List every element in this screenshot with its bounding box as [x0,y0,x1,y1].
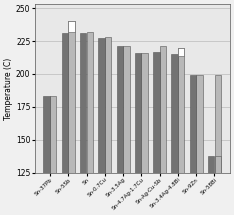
Bar [62,33,68,173]
Bar [135,53,141,173]
Bar [215,156,221,173]
Bar [172,54,178,173]
Bar [196,75,203,173]
Bar [160,46,166,173]
Bar [117,46,123,173]
Bar [68,21,75,32]
Bar [68,21,75,173]
Bar [153,52,160,173]
Bar [87,32,93,173]
Y-axis label: Temperature (C): Temperature (C) [4,57,13,120]
Bar [208,156,214,173]
Bar [178,48,184,55]
Bar [105,37,111,173]
Bar [215,75,221,173]
Bar [80,33,86,173]
Bar [178,48,184,173]
Bar [50,96,56,173]
Bar [98,38,105,173]
Bar [44,96,50,173]
Bar [190,75,196,173]
Bar [141,53,148,173]
Bar [123,46,130,173]
